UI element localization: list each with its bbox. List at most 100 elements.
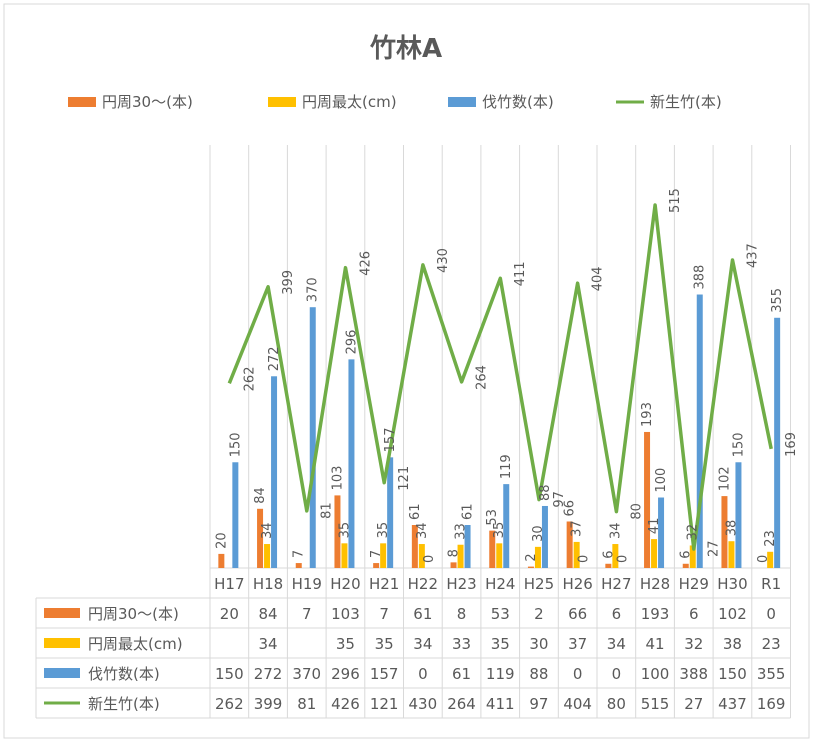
data-label: 150 (731, 432, 746, 457)
data-label: 411 (513, 261, 528, 286)
legend: 円周30～(本) 円周最太(cm) 伐竹数(本) 新生竹(本) (68, 93, 722, 111)
table-cell: 193 (641, 605, 670, 623)
table-cell: 121 (370, 695, 399, 713)
bar (309, 307, 316, 568)
bar (334, 495, 341, 568)
table-cell: 157 (370, 665, 399, 683)
bar (721, 496, 728, 568)
table-cell: 34 (413, 635, 432, 653)
table-cell: 30 (529, 635, 548, 653)
data-label: 97 (552, 491, 567, 508)
table-cell: 35 (491, 635, 510, 653)
legend-swatch (68, 97, 96, 107)
category-label: H21 (369, 575, 399, 593)
bar (682, 563, 689, 568)
bar (612, 544, 619, 568)
bar (218, 553, 225, 568)
data-label: 426 (358, 251, 373, 276)
legend-label: 新生竹(本) (650, 93, 722, 111)
table-cell: 34 (607, 635, 626, 653)
table-cell: 388 (679, 665, 708, 683)
bar (735, 462, 742, 568)
table-cell: 41 (646, 635, 665, 653)
data-label: 100 (654, 468, 669, 493)
table-cell: 411 (486, 695, 515, 713)
bar (387, 457, 394, 568)
bar (457, 544, 464, 568)
table-cell: 370 (292, 665, 321, 683)
table-cell: 2 (534, 605, 544, 623)
data-label: 88 (538, 484, 553, 501)
legend-swatch (448, 97, 476, 107)
data-label: 23 (763, 530, 778, 547)
table-cell: 296 (331, 665, 360, 683)
table-cell: 66 (568, 605, 587, 623)
data-label: 264 (475, 365, 490, 390)
table-cell: 169 (757, 695, 786, 713)
table-cell: 103 (331, 605, 360, 623)
data-label: 262 (242, 367, 257, 392)
table-cell: 35 (375, 635, 394, 653)
bar (496, 543, 503, 568)
bar (728, 541, 735, 568)
data-label: 7 (292, 550, 307, 558)
data-label: 27 (707, 540, 722, 557)
table-cell: 88 (529, 665, 548, 683)
data-label: 430 (436, 248, 451, 273)
data-label: 7 (369, 550, 384, 558)
table-series-name: 伐竹数(本) (88, 665, 160, 683)
table-cell: 102 (718, 605, 747, 623)
data-label: 103 (330, 466, 345, 491)
chart-title: 竹林A (369, 34, 442, 64)
data-label: 81 (320, 502, 335, 519)
line-path (227, 203, 773, 551)
bar (348, 359, 355, 568)
bar (341, 543, 348, 568)
table-cell: 61 (413, 605, 432, 623)
table-cell: 0 (612, 665, 622, 683)
data-label: 84 (253, 487, 268, 504)
data-label: 272 (267, 346, 282, 371)
data-label: 30 (531, 525, 546, 542)
data-label: 6 (601, 550, 616, 558)
table-cell: 6 (612, 605, 622, 623)
table-cell: 37 (568, 635, 587, 653)
table-cell: 355 (757, 665, 786, 683)
table-cell: 0 (573, 665, 583, 683)
category-label: H22 (408, 575, 438, 593)
table-cell: 515 (641, 695, 670, 713)
legend-item: 新生竹(本) (616, 93, 722, 111)
data-label: 61 (408, 503, 423, 520)
table-cell: 81 (297, 695, 316, 713)
data-label: 119 (499, 454, 514, 479)
legend-label: 円周30～(本) (102, 93, 193, 111)
bar (527, 566, 534, 568)
table-cell: 20 (220, 605, 239, 623)
table-cell: 80 (607, 695, 626, 713)
legend-label: 円周最太(cm) (302, 93, 397, 111)
data-label: 193 (640, 402, 655, 427)
category-label: H26 (562, 575, 592, 593)
table-cell: 27 (684, 695, 703, 713)
data-label: 33 (454, 523, 469, 540)
data-label: 157 (383, 428, 398, 453)
data-label: 20 (214, 532, 229, 549)
data-label: 34 (608, 522, 623, 539)
bar (689, 545, 696, 568)
data-table: H17 H18 H19 H20 H21 H22 H23 H24 H25 H26 H27 H28 H29 H… (35, 568, 791, 719)
category-label: H19 (292, 575, 322, 593)
data-label: 0 (422, 555, 437, 563)
category-label: H20 (330, 575, 360, 593)
data-label: 355 (770, 288, 785, 313)
data-label: 8 (447, 549, 462, 557)
table-cell: 6 (689, 605, 699, 623)
bar (658, 497, 665, 568)
data-label: 404 (591, 266, 606, 291)
data-label: 35 (376, 522, 391, 539)
bar (489, 530, 496, 568)
table-cell: 150 (215, 665, 244, 683)
category-label: H18 (253, 575, 283, 593)
data-label: 150 (228, 432, 243, 457)
table-legend-swatch (44, 638, 80, 648)
